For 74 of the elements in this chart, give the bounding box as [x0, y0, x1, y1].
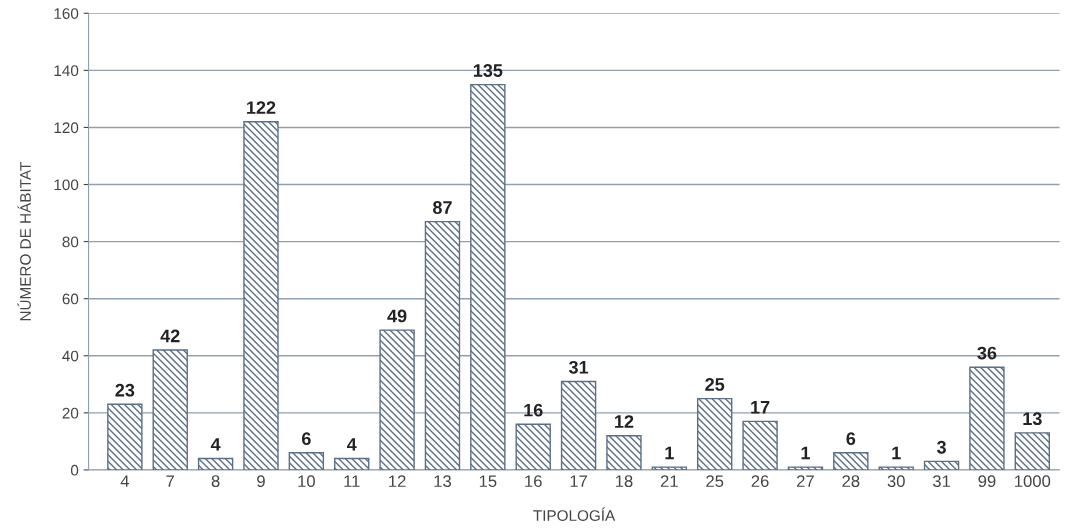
x-tick-label: 18	[615, 475, 633, 488]
bar	[742, 420, 778, 470]
data-label: 25	[705, 378, 725, 391]
data-label: 6	[301, 432, 311, 446]
bar	[288, 452, 325, 470]
bar	[878, 466, 914, 470]
data-label: 13	[1023, 412, 1042, 426]
data-label: 87	[433, 201, 452, 214]
data-label: 36	[977, 346, 997, 360]
x-axis-title: TIPOLOGÍA	[533, 507, 616, 521]
bar	[923, 460, 960, 470]
y-tick-label: 160	[54, 8, 79, 19]
bar	[696, 397, 733, 470]
data-label: 6	[846, 432, 856, 446]
x-tick-label: 12	[389, 475, 406, 487]
x-tick-label: 1000	[1015, 475, 1051, 488]
x-tick-label: 10	[298, 475, 315, 488]
y-tick-label: 120	[54, 122, 79, 134]
x-tick-label: 31	[932, 475, 951, 488]
x-tick-label: 99	[978, 475, 996, 488]
y-tick-label: 100	[54, 179, 79, 191]
data-label: 1	[665, 446, 674, 460]
x-tick-label: 9	[257, 475, 265, 488]
bar	[1014, 432, 1051, 470]
data-label: 17	[751, 401, 770, 414]
bar	[379, 329, 415, 470]
bar	[197, 457, 234, 470]
bar	[787, 466, 824, 470]
data-label: 1	[801, 446, 810, 460]
data-label: 3	[936, 440, 946, 454]
x-tick-label: 15	[479, 475, 497, 488]
bar	[107, 403, 143, 470]
x-tick-label: 28	[842, 475, 860, 488]
x-tick-label: 21	[660, 475, 678, 487]
y-tick-label: 140	[54, 65, 79, 77]
data-label: 1	[892, 446, 901, 460]
y-tick-label: 0	[70, 464, 79, 476]
bar	[424, 220, 461, 470]
x-tick-label: 17	[570, 475, 588, 487]
x-tick-label: 16	[525, 475, 542, 488]
data-label: 4	[346, 438, 357, 451]
x-tick-label: 4	[120, 475, 130, 487]
y-tick-label: 20	[62, 407, 79, 419]
x-tick-label: 25	[706, 475, 724, 488]
x-tick-label: 7	[166, 475, 175, 487]
bar	[470, 83, 506, 470]
data-label: 122	[247, 101, 276, 114]
y-axis-title: NÚMERO DE HÁBITAT	[17, 162, 31, 321]
x-tick-label: 8	[211, 475, 220, 488]
y-tick-label: 60	[62, 293, 79, 305]
bar	[334, 457, 370, 470]
bar	[606, 434, 642, 470]
bar	[560, 380, 597, 470]
x-tick-label: 13	[434, 475, 451, 488]
x-tick-label: 27	[797, 475, 814, 487]
data-label: 31	[568, 360, 589, 374]
y-tick-label: 40	[62, 350, 79, 362]
data-label: 23	[115, 383, 135, 397]
x-tick-label: 11	[344, 475, 360, 487]
data-label: 12	[615, 415, 634, 428]
bar	[651, 466, 688, 470]
data-label: 16	[524, 403, 543, 417]
bar	[152, 349, 188, 470]
x-tick-label: 26	[751, 475, 769, 488]
x-tick-label: 30	[887, 475, 905, 488]
bar	[833, 452, 869, 470]
data-label: 49	[387, 309, 407, 323]
y-tick-label: 80	[62, 236, 79, 248]
bar	[969, 366, 1005, 470]
bar	[243, 121, 279, 470]
data-label: 135	[473, 64, 503, 77]
data-label: 42	[160, 329, 180, 343]
bar	[515, 423, 551, 470]
data-label: 4	[210, 438, 221, 451]
